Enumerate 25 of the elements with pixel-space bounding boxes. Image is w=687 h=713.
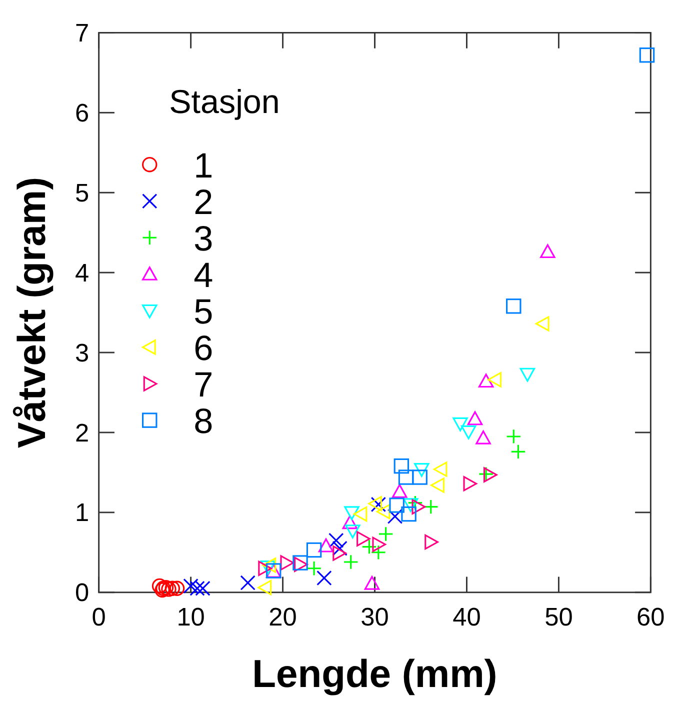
legend-label: 3	[194, 219, 214, 258]
legend-label: 8	[194, 402, 214, 441]
x-tick-label: 40	[452, 604, 481, 632]
y-tick-label: 1	[74, 499, 90, 528]
x-axis-title: Lengde (mm)	[252, 653, 498, 696]
y-tick-label: 0	[74, 579, 90, 608]
y-tick-label: 7	[74, 20, 90, 48]
legend-label: 4	[194, 256, 214, 295]
legend-title: Stasjon	[169, 84, 280, 121]
legend-label: 6	[194, 328, 214, 368]
legend-label: 5	[194, 292, 214, 332]
y-tick-label: 5	[74, 179, 90, 208]
x-tick-label: 20	[268, 604, 297, 632]
x-tick-label: 10	[176, 604, 205, 632]
y-tick-label: 3	[74, 339, 90, 368]
x-tick-label: 50	[544, 604, 573, 632]
y-tick-label: 4	[74, 259, 90, 288]
x-tick-label: 30	[360, 604, 389, 632]
x-tick-label: 60	[636, 604, 665, 632]
legend-label: 7	[194, 365, 214, 404]
y-tick-label: 2	[74, 419, 90, 448]
y-tick-label: 6	[74, 99, 90, 128]
y-axis-title: Våtvekt (gram)	[11, 176, 54, 448]
legend-label: 1	[194, 146, 214, 186]
legend-label: 2	[194, 182, 214, 222]
